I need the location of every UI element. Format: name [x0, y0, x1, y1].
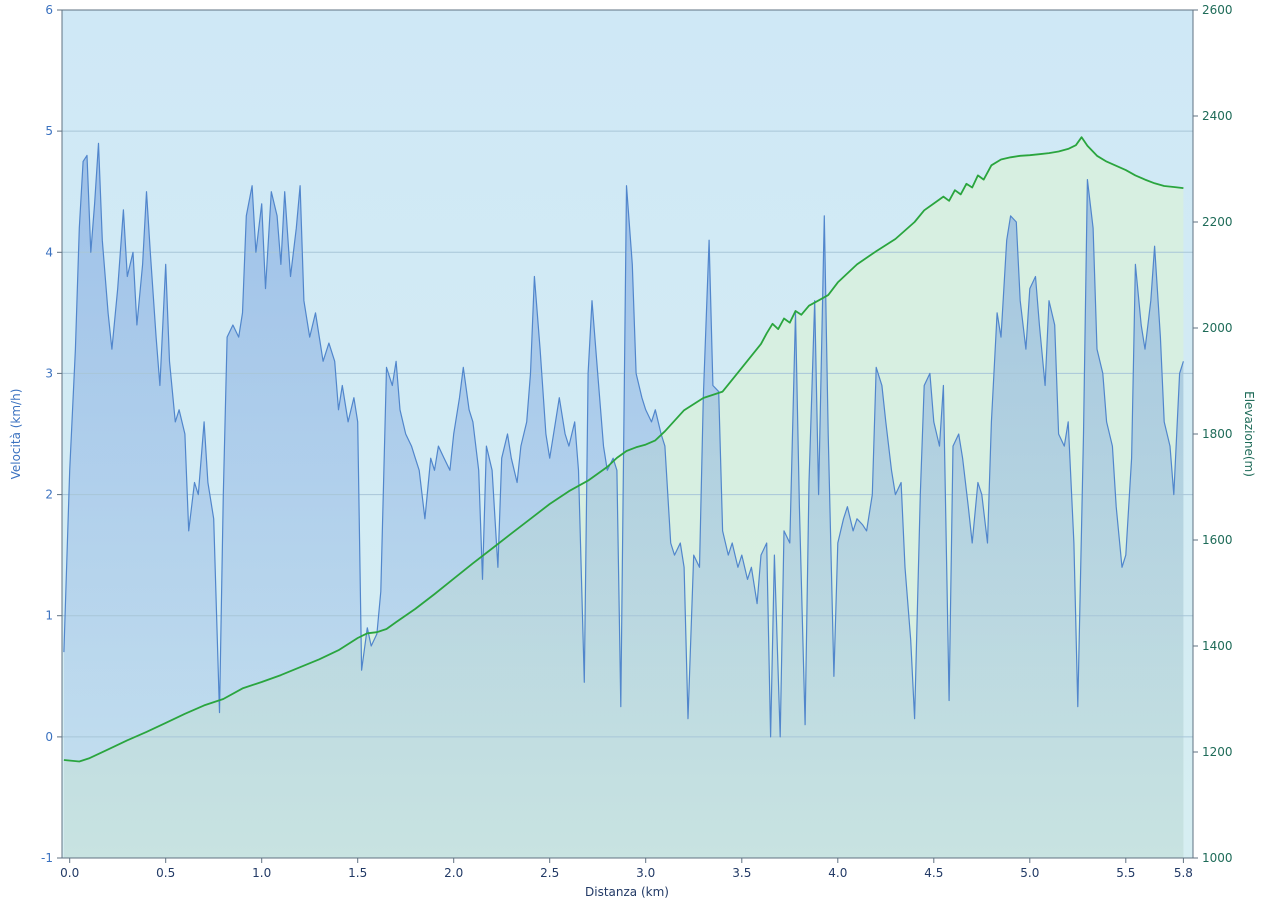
right-axis-tick-label: 2000: [1202, 321, 1233, 335]
x-axis-tick-label: 5.0: [1020, 866, 1039, 880]
x-axis-tick-label: 5.8: [1174, 866, 1193, 880]
elevation-line: [63, 136, 1184, 763]
x-axis-tick-label: 0.0: [60, 866, 79, 880]
left-axis-tick-label: -1: [41, 851, 53, 865]
right-axis-tick-label: 2600: [1202, 3, 1233, 17]
speed-line: [63, 142, 1184, 738]
right-axis-tick-label: 2200: [1202, 215, 1233, 229]
left-axis-tick-label: 5: [45, 124, 53, 138]
x-axis-tick-label: 4.5: [924, 866, 943, 880]
x-axis-tick-label: 3.0: [636, 866, 655, 880]
x-axis-tick-label: 0.5: [156, 866, 175, 880]
left-axis-tick-label: 1: [45, 609, 53, 623]
x-axis-tick-label: 3.5: [732, 866, 751, 880]
x-axis-tick-label: 5.5: [1116, 866, 1135, 880]
left-axis-tick-label: 0: [45, 730, 53, 744]
left-axis-tick-label: 3: [45, 366, 53, 380]
right-axis-tick-label: 1400: [1202, 639, 1233, 653]
right-axis-tick-label: 1600: [1202, 533, 1233, 547]
left-axis-tick-label: 4: [45, 245, 53, 259]
right-axis-tick-label: 1000: [1202, 851, 1233, 865]
x-axis-tick-label: 2.5: [540, 866, 559, 880]
right-axis-tick-label: 2400: [1202, 109, 1233, 123]
x-axis-tick-label: 1.5: [348, 866, 367, 880]
x-axis-tick-label: 1.0: [252, 866, 271, 880]
x-axis-tick-label: 2.0: [444, 866, 463, 880]
right-axis-tick-label: 1200: [1202, 745, 1233, 759]
x-axis-tick-label: 4.0: [828, 866, 847, 880]
right-axis-tick-label: 1800: [1202, 427, 1233, 441]
left-axis-tick-label: 6: [45, 3, 53, 17]
left-axis-tick-label: 2: [45, 488, 53, 502]
